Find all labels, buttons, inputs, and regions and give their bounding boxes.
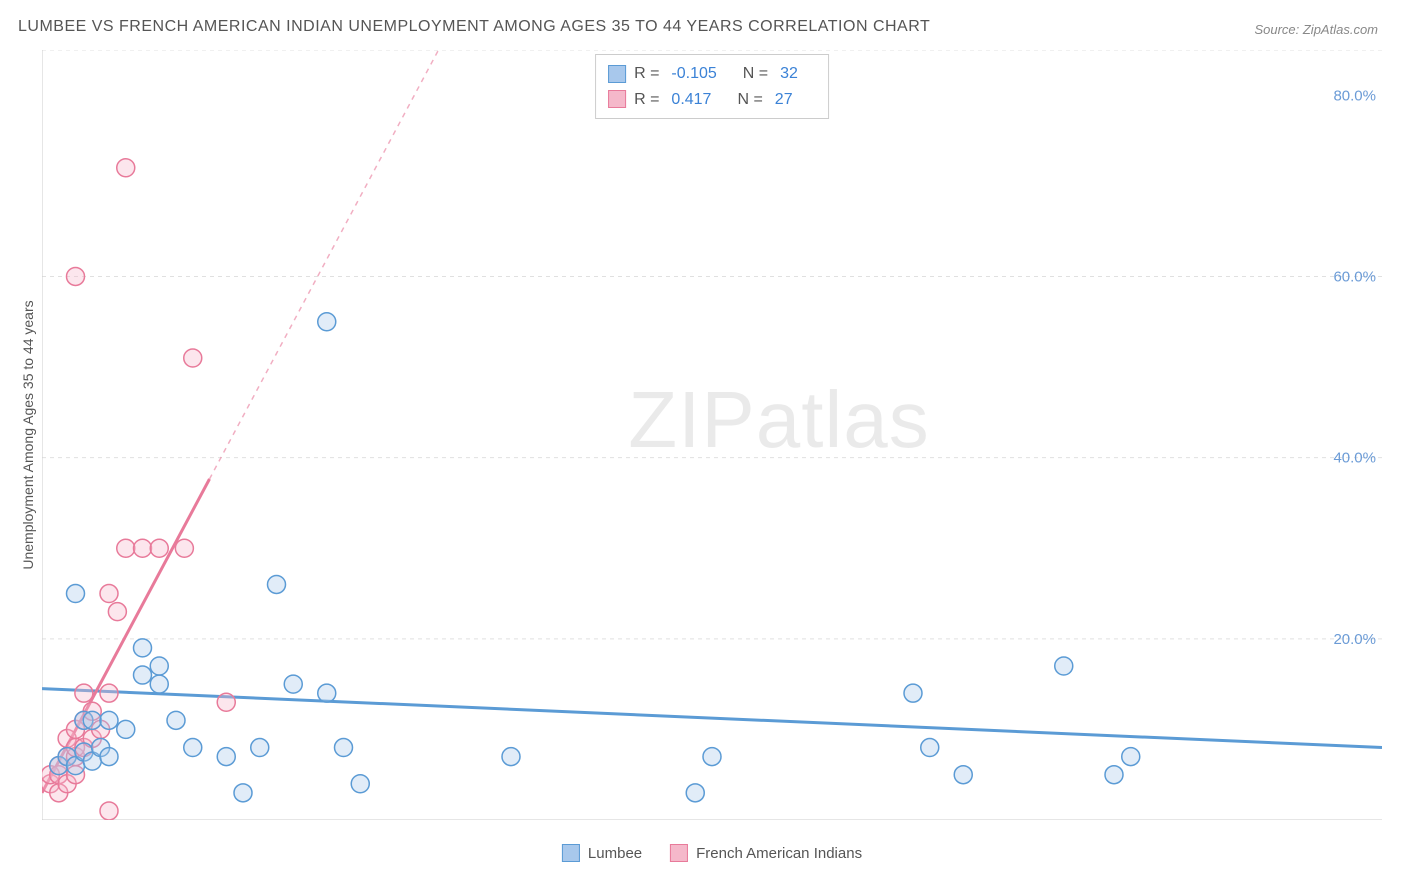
legend-label-lumbee: Lumbee <box>588 845 642 862</box>
n-value-lumbee: 32 <box>780 61 798 87</box>
chart-area: Unemployment Among Ages 35 to 44 years 2… <box>42 50 1382 820</box>
legend-item-french: French American Indians <box>670 844 862 862</box>
y-axis-label: Unemployment Among Ages 35 to 44 years <box>20 300 36 569</box>
r-value-french: 0.417 <box>671 87 711 113</box>
legend-item-lumbee: Lumbee <box>562 844 642 862</box>
svg-text:80.0%: 80.0% <box>1333 87 1376 104</box>
legend-label-french: French American Indians <box>696 845 862 862</box>
n-label: N = <box>737 87 762 113</box>
svg-text:60.0%: 60.0% <box>1333 268 1376 285</box>
n-value-french: 27 <box>775 87 793 113</box>
n-label: N = <box>743 61 768 87</box>
r-value-lumbee: -0.105 <box>671 61 716 87</box>
stats-legend: R = -0.105 N = 32 R = 0.417 N = 27 <box>595 54 829 119</box>
chart-title: LUMBEE VS FRENCH AMERICAN INDIAN UNEMPLO… <box>18 18 930 36</box>
series-legend: Lumbee French American Indians <box>562 844 862 862</box>
scatter-plot: 20.0%40.0%60.0%80.0%0.0%80.0% <box>42 50 1382 820</box>
swatch-french <box>670 844 688 862</box>
stats-row-french: R = 0.417 N = 27 <box>608 87 816 113</box>
r-label: R = <box>634 61 659 87</box>
swatch-lumbee <box>608 65 626 83</box>
source-attribution: Source: ZipAtlas.com <box>1254 22 1378 37</box>
swatch-lumbee <box>562 844 580 862</box>
svg-text:20.0%: 20.0% <box>1333 631 1376 648</box>
swatch-french <box>608 90 626 108</box>
stats-row-lumbee: R = -0.105 N = 32 <box>608 61 816 87</box>
r-label: R = <box>634 87 659 113</box>
svg-text:40.0%: 40.0% <box>1333 450 1376 467</box>
